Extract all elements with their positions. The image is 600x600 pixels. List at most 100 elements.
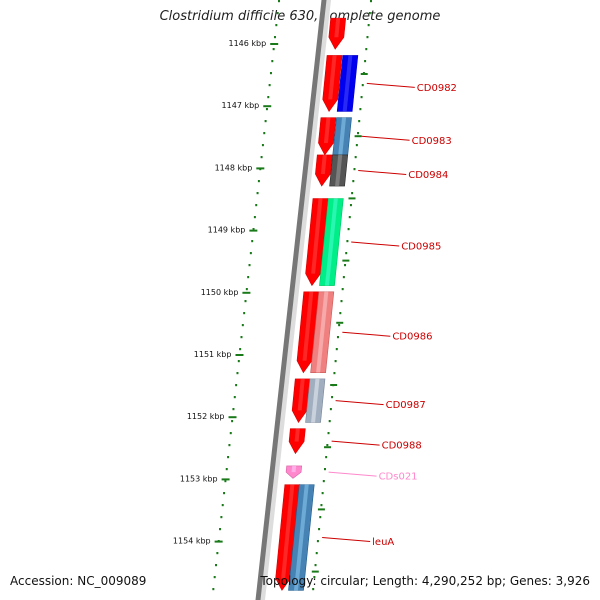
ruler-dot xyxy=(215,564,218,567)
outer-ring-dot xyxy=(370,0,372,3)
ruler-dot xyxy=(212,588,215,591)
gene-label: CD0986 xyxy=(392,332,432,343)
backbone xyxy=(255,0,331,600)
backbone-line xyxy=(255,0,327,600)
outer-ring-dot xyxy=(346,240,349,243)
ruler-dot xyxy=(256,192,259,195)
outer-ring-dot xyxy=(348,216,351,219)
outer-ring-dot xyxy=(315,552,318,555)
outer-ring-dot xyxy=(331,396,334,399)
ruler-dot xyxy=(244,300,247,303)
gene-label: CD0988 xyxy=(382,441,422,452)
gene-feature xyxy=(328,17,347,50)
cds-highlight xyxy=(311,378,320,423)
cds-highlight xyxy=(342,55,353,112)
outer-ring-dot xyxy=(338,324,341,327)
outer-ring-dot xyxy=(329,408,332,411)
cds-block xyxy=(288,484,315,591)
outer-ring-dot xyxy=(364,60,367,63)
outer-ring-dot xyxy=(354,156,357,159)
gene-highlight xyxy=(323,117,331,143)
outer-ring-dot xyxy=(316,540,319,543)
outer-ring-dot xyxy=(340,300,343,303)
gene-labels: CD0982 CD0983 CD0984 CD0985 CD0986 CD0987 CD09… xyxy=(322,83,457,548)
ruler-dot xyxy=(224,480,227,483)
outer-ring-dot xyxy=(318,528,321,531)
label-leader-line xyxy=(328,471,377,477)
kbp-tick-label: 1148 kbp xyxy=(215,163,253,172)
ruler-dot xyxy=(225,468,228,471)
gene-label: CD0985 xyxy=(401,242,441,253)
kbp-tick-label: 1152 kbp xyxy=(187,412,225,421)
outer-ring-dot xyxy=(360,96,363,99)
cds-highlight xyxy=(316,291,329,373)
ruler-dot xyxy=(248,264,251,267)
gene-label: CD0984 xyxy=(408,170,448,181)
gene-feature xyxy=(275,484,315,591)
ruler-dot xyxy=(272,48,275,51)
gene-label: CD0983 xyxy=(412,136,452,147)
gene-feature xyxy=(322,55,359,112)
outer-ring-dot xyxy=(361,84,364,87)
outer-ring-dot xyxy=(312,588,315,591)
gene-feature xyxy=(288,428,306,455)
ruler-dot xyxy=(216,552,219,555)
outer-ring-dot xyxy=(353,168,356,171)
ruler-dot xyxy=(227,456,230,459)
label-leader-line xyxy=(342,331,391,337)
cds-highlight xyxy=(338,117,347,155)
label-leader-line xyxy=(358,170,407,176)
ruler-dot xyxy=(264,120,267,123)
ruler-dot xyxy=(271,60,274,63)
gene-label: CDs021 xyxy=(379,472,418,483)
gene-feature xyxy=(296,291,335,374)
outer-ring-dot xyxy=(326,444,329,447)
gene-highlight xyxy=(291,465,297,473)
outer-ring-dot xyxy=(339,312,342,315)
ruler-dot xyxy=(247,276,250,279)
kbp-tick-label: 1146 kbp xyxy=(228,39,266,48)
ruler-dot xyxy=(249,252,252,255)
outer-ring-dot xyxy=(342,276,345,279)
gene-highlight xyxy=(311,198,323,274)
ruler-dot xyxy=(252,228,255,231)
cds-block xyxy=(305,378,326,423)
ruler-dot xyxy=(269,72,272,75)
outer-ring-dot xyxy=(368,12,371,15)
cds-highlight xyxy=(335,154,343,187)
label-leader-line xyxy=(331,440,380,446)
label-leader-line xyxy=(361,135,410,141)
ruler-dot xyxy=(232,408,235,411)
ruler-dot xyxy=(276,12,279,15)
cds-block xyxy=(319,198,344,286)
label-leader-line xyxy=(335,400,384,406)
accession-text: Accession: NC_009089 xyxy=(10,574,147,588)
cds-highlight xyxy=(293,484,309,591)
ruler-dot xyxy=(237,360,240,363)
ruler-dot xyxy=(241,324,244,327)
outer-ring-dot xyxy=(355,144,358,147)
kbp-tick-label: 1154 kbp xyxy=(173,537,211,546)
ruler-dot xyxy=(273,36,276,39)
outer-ring-dot xyxy=(351,192,354,195)
gene-label: CD0982 xyxy=(417,83,457,94)
kbp-tick-label: 1150 kbp xyxy=(201,288,239,297)
gene-track xyxy=(275,17,359,591)
outer-ring-dot xyxy=(336,336,339,339)
ruler-dot xyxy=(263,132,266,135)
ruler-dot xyxy=(220,516,223,519)
outer-ring-dot xyxy=(313,576,316,579)
gene-highlight xyxy=(297,378,305,411)
outer-ring-dot xyxy=(358,120,361,123)
outer-ring-dot xyxy=(365,48,368,51)
ruler-dot xyxy=(268,84,271,87)
ruler-dot xyxy=(228,444,231,447)
kbp-tick-label: 1151 kbp xyxy=(194,350,232,359)
ruler-dot xyxy=(267,96,270,99)
outer-ring-dot xyxy=(345,252,348,255)
cds-block xyxy=(336,55,359,112)
outer-ring-dot xyxy=(367,24,370,27)
outer-ring-dot xyxy=(328,420,331,423)
ruler-dot xyxy=(239,348,242,351)
